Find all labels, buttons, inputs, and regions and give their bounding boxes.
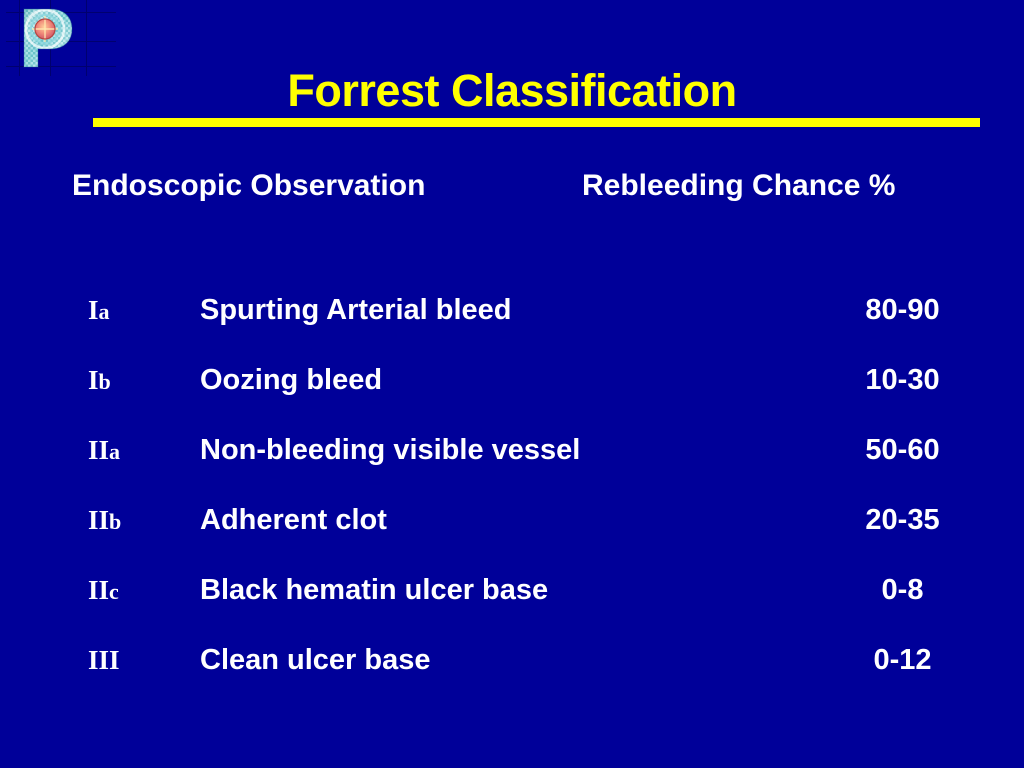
class-main: I bbox=[88, 295, 99, 325]
class-main: I bbox=[88, 365, 99, 395]
class-sub: b bbox=[98, 369, 111, 394]
cell-classification: Ib bbox=[88, 358, 188, 402]
logo-block bbox=[6, 0, 116, 76]
title-underline-rule bbox=[93, 118, 980, 127]
cell-rebleeding-chance: 0-12 bbox=[873, 644, 932, 676]
class-main: II bbox=[88, 505, 110, 535]
header-rebleeding-chance: Rebleeding Chance % bbox=[582, 169, 896, 202]
table-row: Ib Oozing bleed 10-30 bbox=[0, 358, 1024, 428]
table-row: Ia Spurting Arterial bleed 80-90 bbox=[0, 288, 1024, 358]
cell-description: Black hematin ulcer base bbox=[200, 574, 549, 606]
logo-guide-horizontal bbox=[6, 66, 116, 67]
cell-description: Non-bleeding visible vessel bbox=[200, 434, 581, 466]
logo-guide-vertical bbox=[19, 0, 20, 76]
class-main: III bbox=[88, 645, 120, 675]
table-row: IIb Adherent clot 20-35 bbox=[0, 498, 1024, 568]
cell-rebleeding-chance: 50-60 bbox=[865, 434, 940, 466]
logo-guide-vertical bbox=[86, 0, 87, 76]
table-row: III Clean ulcer base 0-12 bbox=[0, 638, 1024, 708]
class-sub: b bbox=[109, 509, 122, 534]
class-main: II bbox=[88, 575, 110, 605]
cell-description: Adherent clot bbox=[200, 504, 387, 536]
cell-description: Clean ulcer base bbox=[200, 644, 431, 676]
column-headers: Endoscopic Observation Rebleeding Chance… bbox=[0, 168, 1024, 204]
cell-rebleeding-chance: 0-8 bbox=[881, 574, 924, 606]
class-main: II bbox=[88, 435, 110, 465]
forrest-classification-table: Ia Spurting Arterial bleed 80-90 Ib Oozi… bbox=[0, 288, 1024, 708]
page-title: Forrest Classification bbox=[287, 65, 737, 116]
cell-classification: III bbox=[88, 638, 188, 682]
class-sub: c bbox=[109, 579, 119, 604]
cell-classification: IIa bbox=[88, 428, 188, 472]
letter-p-logo-icon bbox=[18, 7, 74, 69]
cell-description: Spurting Arterial bleed bbox=[200, 294, 512, 326]
cell-classification: IIc bbox=[88, 568, 188, 612]
cell-description: Oozing bleed bbox=[200, 364, 383, 396]
class-sub: a bbox=[109, 439, 121, 464]
cell-rebleeding-chance: 80-90 bbox=[865, 294, 940, 326]
cell-classification: Ia bbox=[88, 288, 188, 332]
cell-rebleeding-chance: 20-35 bbox=[865, 504, 940, 536]
table-row: IIa Non-bleeding visible vessel 50-60 bbox=[0, 428, 1024, 498]
header-endoscopic-observation: Endoscopic Observation bbox=[72, 169, 426, 202]
cell-classification: IIb bbox=[88, 498, 188, 542]
class-sub: a bbox=[98, 299, 110, 324]
table-row: IIc Black hematin ulcer base 0-8 bbox=[0, 568, 1024, 638]
cell-rebleeding-chance: 10-30 bbox=[865, 364, 940, 396]
